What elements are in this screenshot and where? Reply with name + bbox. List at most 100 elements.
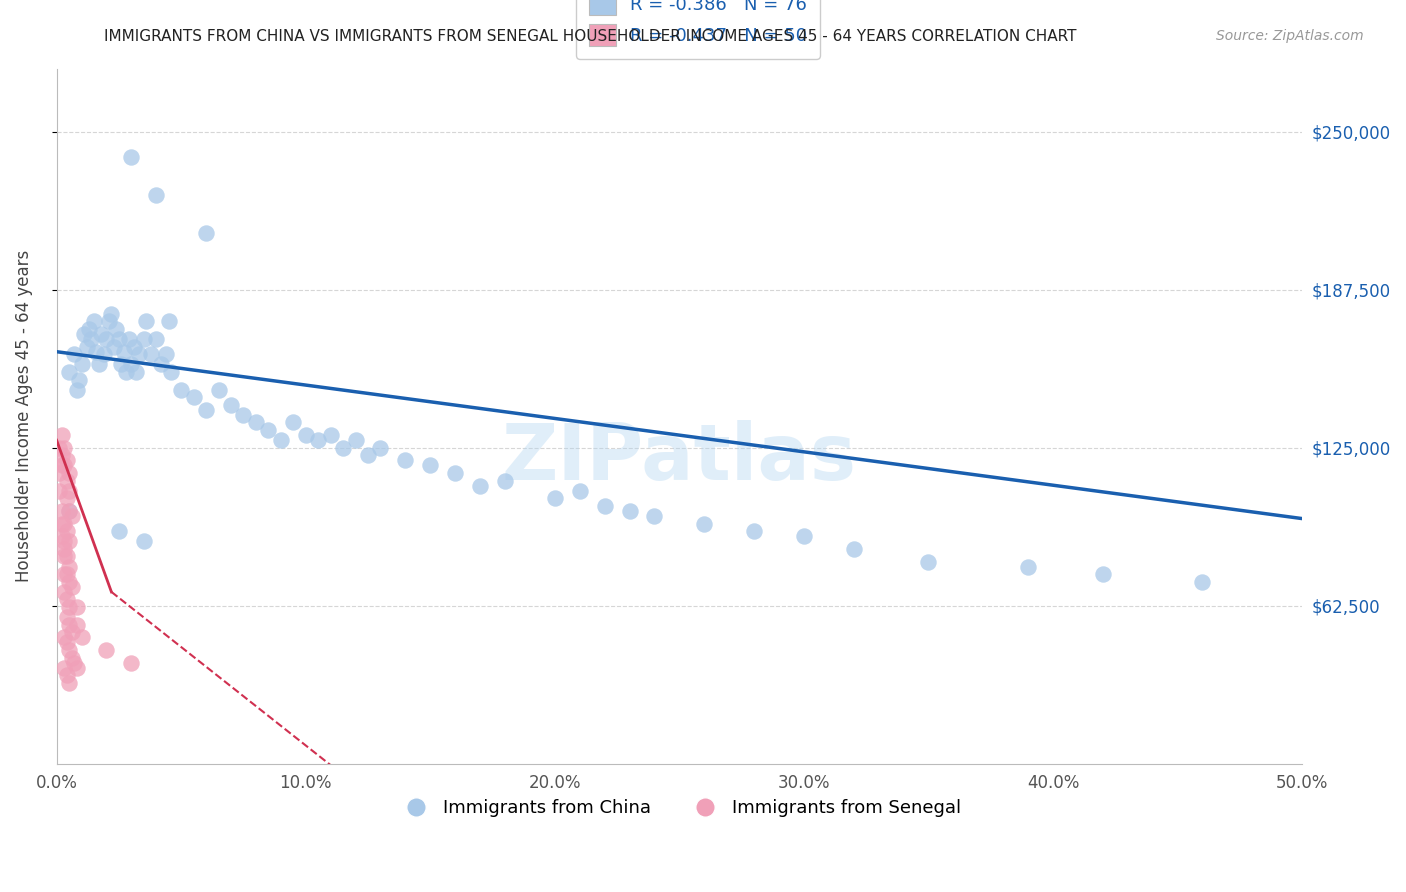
Point: [132, 534, 155, 549]
Point: [53, 661, 76, 675]
Point: [568, 483, 591, 498]
Point: [58, 676, 80, 690]
Point: [65, 600, 87, 615]
Point: [155, 347, 177, 361]
Point: [48, 441, 70, 455]
Point: [51, 458, 73, 473]
Point: [60, 509, 83, 524]
Point: [58, 483, 80, 498]
Point: [128, 347, 150, 361]
Point: [53, 549, 76, 564]
Point: [58, 600, 80, 615]
Point: [63, 656, 86, 670]
Point: [245, 416, 267, 430]
Point: [70, 357, 93, 371]
Point: [357, 448, 380, 462]
Text: ZIPatlas: ZIPatlas: [502, 420, 856, 496]
Point: [70, 631, 93, 645]
Point: [53, 567, 76, 582]
Text: IMMIGRANTS FROM CHINA VS IMMIGRANTS FROM SENEGAL HOUSEHOLDER INCOME AGES 45 - 64: IMMIGRANTS FROM CHINA VS IMMIGRANTS FROM…: [104, 29, 1077, 44]
Point: [63, 347, 86, 361]
Point: [77, 322, 100, 336]
Legend: Immigrants from China, Immigrants from Senegal: Immigrants from China, Immigrants from S…: [391, 792, 969, 824]
Point: [48, 483, 70, 498]
Point: [96, 332, 118, 346]
Point: [100, 307, 122, 321]
Point: [67, 372, 90, 386]
Point: [53, 516, 76, 531]
Point: [58, 504, 80, 518]
Point: [90, 326, 112, 341]
Point: [120, 150, 142, 164]
Point: [419, 458, 441, 473]
Point: [55, 524, 77, 539]
Point: [370, 441, 392, 455]
Point: [494, 474, 516, 488]
Point: [842, 541, 865, 556]
Point: [51, 428, 73, 442]
Point: [112, 344, 135, 359]
Point: [105, 322, 128, 336]
Point: [58, 574, 80, 589]
Point: [132, 332, 155, 346]
Text: Source: ZipAtlas.com: Source: ZipAtlas.com: [1216, 29, 1364, 43]
Point: [51, 516, 73, 531]
Point: [65, 661, 87, 675]
Point: [60, 650, 83, 665]
Point: [141, 347, 163, 361]
Point: [53, 631, 76, 645]
Point: [55, 453, 77, 467]
Point: [73, 326, 96, 341]
Point: [103, 340, 125, 354]
Point: [87, 357, 110, 371]
Point: [97, 314, 120, 328]
Point: [55, 668, 77, 682]
Point: [55, 474, 77, 488]
Point: [1091, 567, 1114, 582]
Point: [742, 524, 765, 539]
Point: [53, 534, 76, 549]
Point: [58, 504, 80, 518]
Point: [55, 567, 77, 582]
Point: [145, 332, 167, 346]
Point: [145, 188, 167, 202]
Point: [219, 398, 242, 412]
Point: [183, 390, 205, 404]
Point: [65, 617, 87, 632]
Point: [693, 516, 716, 531]
Point: [394, 453, 416, 467]
Point: [195, 226, 218, 240]
Point: [170, 383, 193, 397]
Point: [108, 524, 131, 539]
Y-axis label: Householder Income Ages 45 - 64 years: Householder Income Ages 45 - 64 years: [15, 250, 32, 582]
Point: [122, 340, 145, 354]
Point: [53, 441, 76, 455]
Point: [118, 332, 141, 346]
Point: [283, 416, 305, 430]
Point: [55, 610, 77, 624]
Point: [55, 592, 77, 607]
Point: [58, 559, 80, 574]
Point: [917, 555, 939, 569]
Point: [468, 479, 491, 493]
Point: [1017, 559, 1039, 574]
Point: [76, 340, 98, 354]
Point: [51, 529, 73, 543]
Point: [232, 408, 254, 422]
Point: [51, 448, 73, 462]
Point: [51, 504, 73, 518]
Point: [58, 466, 80, 480]
Point: [444, 466, 467, 480]
Point: [60, 625, 83, 640]
Point: [58, 617, 80, 632]
Point: [307, 433, 329, 447]
Point: [65, 383, 87, 397]
Point: [58, 365, 80, 379]
Point: [93, 347, 115, 361]
Point: [135, 314, 157, 328]
Point: [593, 499, 616, 513]
Point: [257, 423, 280, 437]
Point: [55, 549, 77, 564]
Point: [55, 491, 77, 506]
Point: [294, 428, 316, 442]
